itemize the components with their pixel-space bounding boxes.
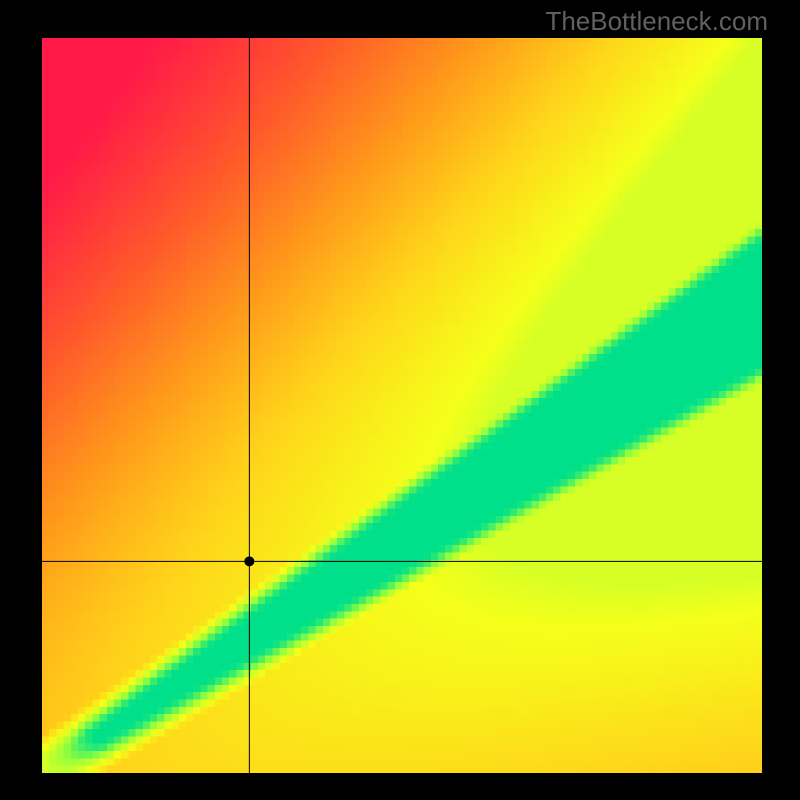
image-root: TheBottleneck.com [0,0,800,800]
heatmap-canvas [42,38,762,773]
watermark-text: TheBottleneck.com [545,6,768,37]
